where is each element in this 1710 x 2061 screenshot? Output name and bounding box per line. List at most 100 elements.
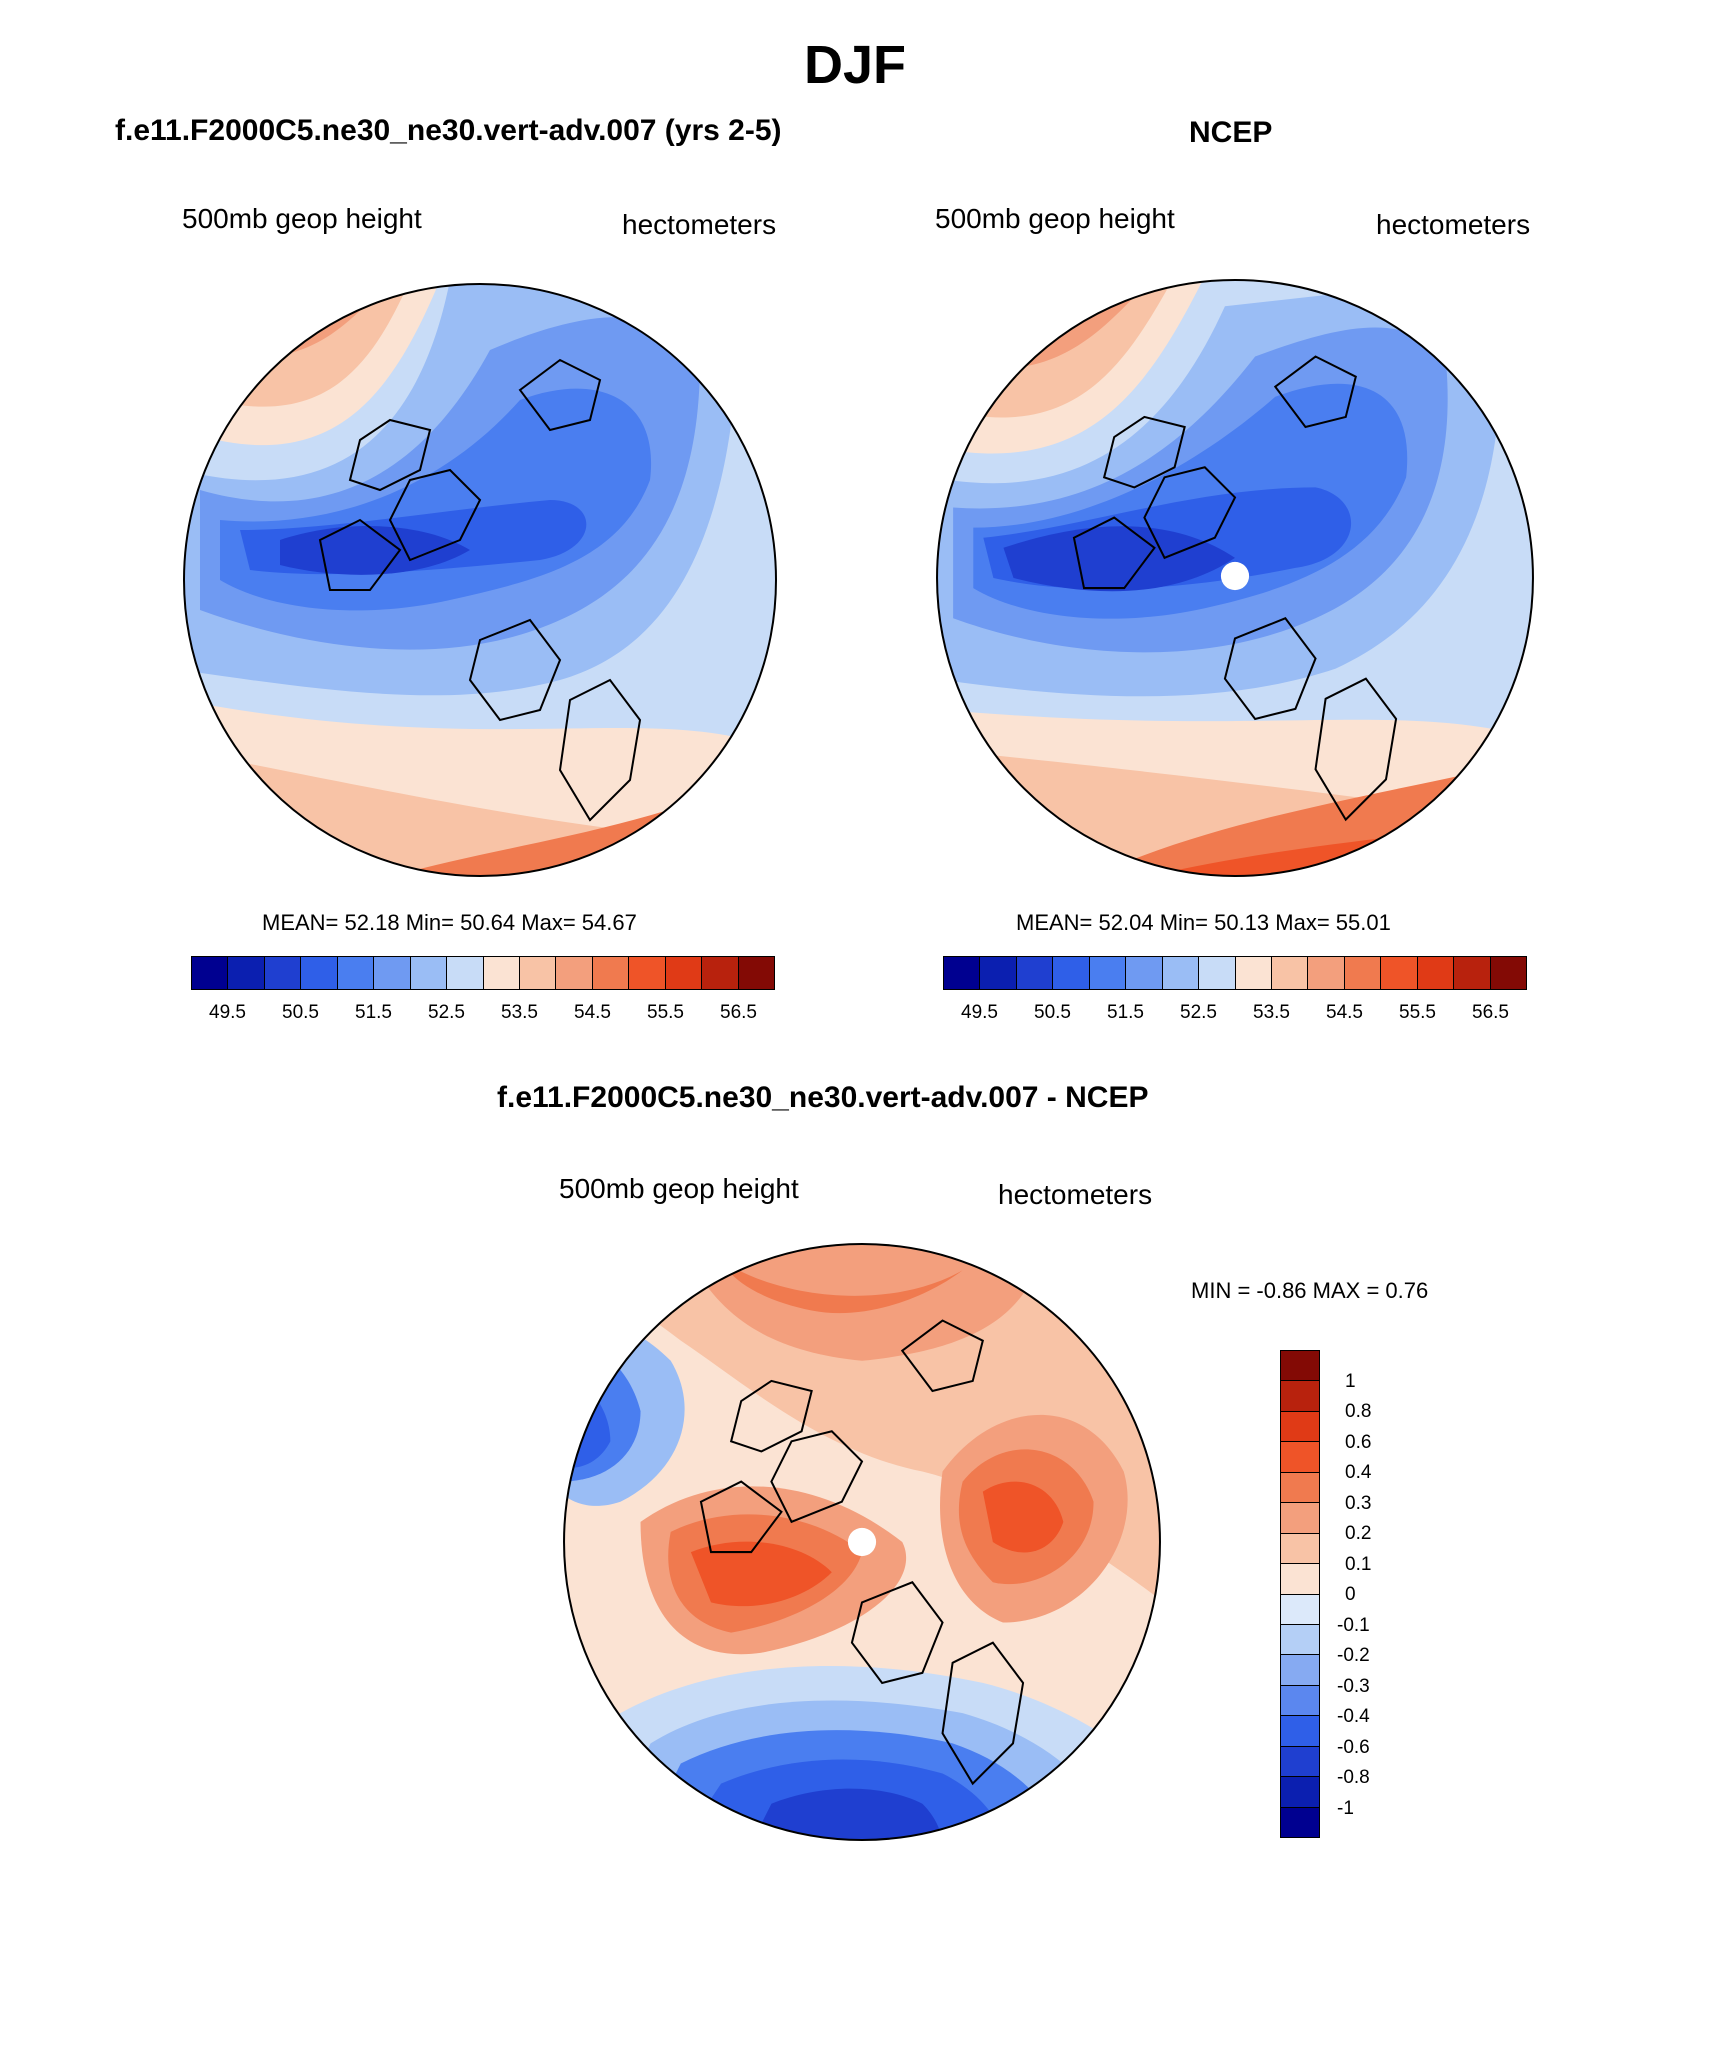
- colorbar-tick-label: 1: [1345, 1370, 1356, 1392]
- colorbar-swatch: [665, 957, 703, 989]
- colorbar-swatch: [410, 957, 448, 989]
- obs-colorbar: [943, 956, 1527, 990]
- model-stats: MEAN= 52.18 Min= 50.64 Max= 54.67: [262, 910, 637, 935]
- colorbar-tick-label: 49.5: [961, 1002, 998, 1023]
- colorbar-tick-label: -0.1: [1337, 1614, 1370, 1636]
- colorbar-swatch: [1281, 1564, 1319, 1595]
- colorbar-swatch: [1089, 957, 1127, 989]
- colorbar-tick-label: -0.6: [1337, 1736, 1370, 1758]
- colorbar-tick-label: 55.5: [647, 1002, 684, 1023]
- colorbar-swatch: [1281, 1685, 1319, 1717]
- pole-marker: [1220, 561, 1250, 591]
- colorbar-swatch: [1271, 957, 1309, 989]
- colorbar-swatch: [592, 957, 630, 989]
- colorbar-tick-label: 0.4: [1345, 1462, 1372, 1483]
- obs-panel-title: NCEP: [1189, 116, 1273, 149]
- diff-colorbar: [1280, 1350, 1320, 1838]
- colorbar-swatch: [1281, 1442, 1319, 1473]
- colorbar-swatch: [702, 957, 739, 989]
- obs-left-label: 500mb geop height: [935, 203, 1175, 234]
- colorbar-tick-label: -1: [1337, 1797, 1354, 1819]
- colorbar-swatch: [1199, 957, 1236, 989]
- colorbar-swatch: [337, 957, 375, 989]
- colorbar-tick-label: 0.3: [1345, 1492, 1372, 1514]
- colorbar-swatch: [192, 957, 229, 989]
- colorbar-swatch: [1281, 1655, 1319, 1686]
- colorbar-swatch: [264, 957, 302, 989]
- colorbar-swatch: [1126, 957, 1163, 989]
- colorbar-tick-label: -0.3: [1337, 1675, 1370, 1697]
- obs-stats: MEAN= 52.04 Min= 50.13 Max= 55.01: [1016, 910, 1391, 935]
- diff-stats: MIN = -0.86 MAX = 0.76: [1191, 1278, 1429, 1303]
- colorbar-swatch: [1281, 1624, 1319, 1656]
- colorbar-swatch: [1281, 1503, 1319, 1534]
- diff-right-label: hectometers: [998, 1179, 1153, 1210]
- colorbar-swatch: [301, 957, 338, 989]
- colorbar-tick-label: 0.1: [1345, 1553, 1372, 1575]
- diff-polar-map: [563, 1243, 1161, 1841]
- colorbar-swatch: [374, 957, 411, 989]
- colorbar-tick-label: 54.5: [574, 1002, 611, 1023]
- colorbar-tick-label: 0: [1345, 1584, 1356, 1605]
- colorbar-swatch: [1281, 1533, 1319, 1565]
- colorbar-swatch: [483, 957, 520, 989]
- colorbar-swatch: [1281, 1381, 1319, 1412]
- colorbar-swatch: [1281, 1472, 1319, 1504]
- colorbar-swatch: [1281, 1594, 1319, 1625]
- colorbar-tick-label: -0.2: [1337, 1645, 1370, 1666]
- colorbar-swatch: [629, 957, 666, 989]
- colorbar-swatch: [1281, 1746, 1319, 1778]
- figure-title: DJF: [803, 35, 906, 95]
- pole-marker: [847, 1527, 877, 1557]
- colorbar-swatch: [1016, 957, 1054, 989]
- colorbar-swatch: [980, 957, 1017, 989]
- colorbar-swatch: [228, 957, 265, 989]
- colorbar-swatch: [1490, 957, 1526, 989]
- diff-left-label: 500mb geop height: [559, 1173, 799, 1204]
- colorbar-swatch: [447, 957, 484, 989]
- colorbar-tick-label: 52.5: [1180, 1002, 1217, 1023]
- colorbar-swatch: [1308, 957, 1345, 989]
- colorbar-tick-label: 50.5: [282, 1002, 319, 1023]
- colorbar-swatch: [1162, 957, 1200, 989]
- colorbar-tick-label: 49.5: [209, 1002, 246, 1023]
- colorbar-tick-label: 54.5: [1326, 1002, 1363, 1023]
- colorbar-swatch: [1235, 957, 1272, 989]
- colorbar-tick-label: 0.8: [1345, 1401, 1372, 1422]
- colorbar-tick-label: 51.5: [1107, 1002, 1144, 1023]
- colorbar-swatch: [1454, 957, 1491, 989]
- colorbar-tick-label: 50.5: [1034, 1002, 1071, 1023]
- colorbar-tick-label: 52.5: [428, 1002, 465, 1023]
- model-panel-title: f.e11.F2000C5.ne30_ne30.vert-adv.007 (yr…: [115, 114, 782, 147]
- colorbar-swatch: [944, 957, 981, 989]
- model-right-label: hectometers: [622, 209, 777, 240]
- obs-polar-map: [936, 279, 1534, 877]
- colorbar-tick-label: 55.5: [1399, 1002, 1436, 1023]
- colorbar-tick-label: 51.5: [355, 1002, 392, 1023]
- colorbar-tick-label: 56.5: [1472, 1002, 1509, 1023]
- colorbar-swatch: [1281, 1716, 1319, 1747]
- colorbar-swatch: [1281, 1777, 1319, 1808]
- colorbar-swatch: [1417, 957, 1455, 989]
- colorbar-tick-label: 53.5: [1253, 1002, 1290, 1023]
- colorbar-swatch: [1281, 1351, 1319, 1382]
- obs-right-label: hectometers: [1376, 209, 1531, 240]
- colorbar-tick-label: 0.6: [1345, 1431, 1372, 1453]
- colorbar-swatch: [1381, 957, 1418, 989]
- colorbar-tick-label: -0.8: [1337, 1767, 1370, 1788]
- colorbar-tick-label: 53.5: [501, 1002, 538, 1023]
- model-colorbar: [191, 956, 775, 990]
- diff-panel-title: f.e11.F2000C5.ne30_ne30.vert-adv.007 - N…: [497, 1081, 1149, 1114]
- colorbar-swatch: [1281, 1411, 1319, 1443]
- colorbar-tick-label: 0.2: [1345, 1523, 1372, 1544]
- colorbar-swatch: [519, 957, 557, 989]
- colorbar-swatch: [1344, 957, 1382, 989]
- colorbar-swatch: [738, 957, 774, 989]
- model-left-label: 500mb geop height: [182, 203, 422, 234]
- colorbar-tick-label: 56.5: [720, 1002, 757, 1023]
- colorbar-swatch: [1281, 1807, 1319, 1837]
- colorbar-swatch: [556, 957, 593, 989]
- colorbar-swatch: [1053, 957, 1090, 989]
- model-polar-map: [183, 283, 777, 877]
- colorbar-tick-label: -0.4: [1337, 1706, 1370, 1727]
